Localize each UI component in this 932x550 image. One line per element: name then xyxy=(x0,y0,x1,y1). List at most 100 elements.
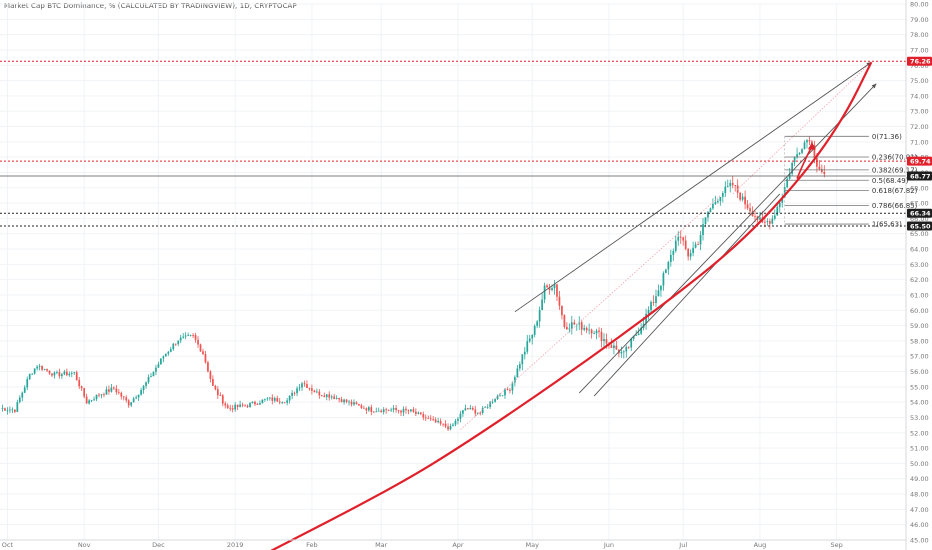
candle-body xyxy=(395,408,397,411)
candle-body xyxy=(739,192,742,200)
candle-body xyxy=(697,244,699,246)
candle-body xyxy=(286,400,289,403)
candle-body xyxy=(43,369,46,370)
fib-label-0.382: 0.382(69.17) xyxy=(872,166,918,174)
candle-body xyxy=(707,212,709,218)
trendline-upper-wedge xyxy=(514,61,872,313)
candle-body xyxy=(147,376,150,383)
candle-body xyxy=(70,373,73,374)
candle-body xyxy=(135,397,138,399)
x-tick-label: Feb xyxy=(306,541,318,549)
candle-body xyxy=(308,387,311,389)
candle-body xyxy=(88,400,90,404)
candle-body xyxy=(521,354,524,365)
candle-body xyxy=(548,287,551,291)
candle-body xyxy=(481,407,484,414)
candle-body xyxy=(53,372,56,376)
candle-body xyxy=(709,208,712,213)
candle-body xyxy=(120,392,123,397)
candle-body xyxy=(776,207,779,216)
candle-body xyxy=(449,425,452,430)
candle-body xyxy=(729,182,732,187)
y-tick-label: 58.00 xyxy=(910,337,929,345)
candle-body xyxy=(501,395,504,397)
candle-body xyxy=(494,399,496,402)
y-tick-label: 73.00 xyxy=(910,108,929,116)
candle-body xyxy=(692,247,694,254)
candle-body xyxy=(328,394,331,398)
trendline-arrowhead xyxy=(871,83,877,89)
candle-body xyxy=(315,391,318,393)
candle-body xyxy=(392,408,395,410)
candle-body xyxy=(415,411,417,414)
candle-body xyxy=(117,392,120,394)
fib-label-0.618: 0.618(67.82) xyxy=(872,187,918,195)
candle-body xyxy=(667,261,670,270)
candle-body xyxy=(786,178,789,188)
candle-body xyxy=(281,402,284,404)
candle-body xyxy=(724,186,727,194)
candle-body xyxy=(489,401,491,407)
candle-body xyxy=(583,327,586,330)
candle-body xyxy=(741,196,744,200)
candle-body xyxy=(127,400,130,406)
y-tick-label: 46.00 xyxy=(910,521,929,529)
candle-body xyxy=(16,402,19,412)
x-tick-label: Jun xyxy=(603,541,614,549)
candle-body xyxy=(806,140,808,143)
candle-body xyxy=(734,185,737,186)
trendlines xyxy=(270,61,877,550)
candle-body xyxy=(23,387,26,393)
candle-body xyxy=(419,412,422,415)
red-parabolic-curve xyxy=(270,61,873,550)
candle-body xyxy=(635,335,638,336)
candle-body xyxy=(578,322,581,325)
red-arrow-path xyxy=(796,146,813,179)
grid xyxy=(0,3,906,541)
candle-body xyxy=(427,418,430,420)
candle-body xyxy=(293,392,296,394)
price-tag-69.74 xyxy=(907,156,932,166)
y-tick-label: 48.00 xyxy=(910,491,929,499)
candle-body xyxy=(306,384,308,388)
y-tick-label: 47.00 xyxy=(910,506,929,514)
candle-body xyxy=(202,351,204,355)
candle-body xyxy=(335,398,338,399)
candle-body xyxy=(390,409,392,411)
candle-body xyxy=(291,392,293,396)
pink-guide-line xyxy=(460,195,721,431)
candle-body xyxy=(759,217,761,220)
candle-body xyxy=(645,313,647,324)
horizontal-levels xyxy=(0,60,906,227)
candle-body xyxy=(721,193,724,197)
y-tick-label: 74.00 xyxy=(910,92,929,100)
candle-body xyxy=(73,372,76,374)
candle-body xyxy=(229,407,232,409)
fib-label-0: 0(71.36) xyxy=(872,133,902,141)
candle-body xyxy=(380,410,383,413)
candle-body xyxy=(808,140,811,142)
candle-body xyxy=(98,394,100,396)
candle-body xyxy=(296,388,298,394)
fib-label-0.786: 0.786(66.85) xyxy=(872,202,918,210)
y-tick-label: 55.00 xyxy=(910,383,929,391)
candle-body xyxy=(464,408,467,411)
candle-body xyxy=(590,329,593,334)
y-tick-label: 72.00 xyxy=(910,123,929,131)
candle-body xyxy=(457,418,459,421)
candle-body xyxy=(702,224,704,236)
candle-body xyxy=(447,426,449,430)
candle-body xyxy=(246,405,249,408)
price-tag-68.77 xyxy=(907,171,932,181)
candle-body xyxy=(726,186,729,188)
candle-body xyxy=(499,395,501,397)
candle-body xyxy=(632,335,635,339)
candle-body xyxy=(509,389,511,391)
candle-body xyxy=(640,327,642,334)
candle-body xyxy=(471,407,474,410)
candle-body xyxy=(266,398,269,400)
candle-body xyxy=(580,322,583,330)
candle-body xyxy=(224,403,227,406)
fib-label-0.236: 0.236(70.01) xyxy=(872,153,918,161)
